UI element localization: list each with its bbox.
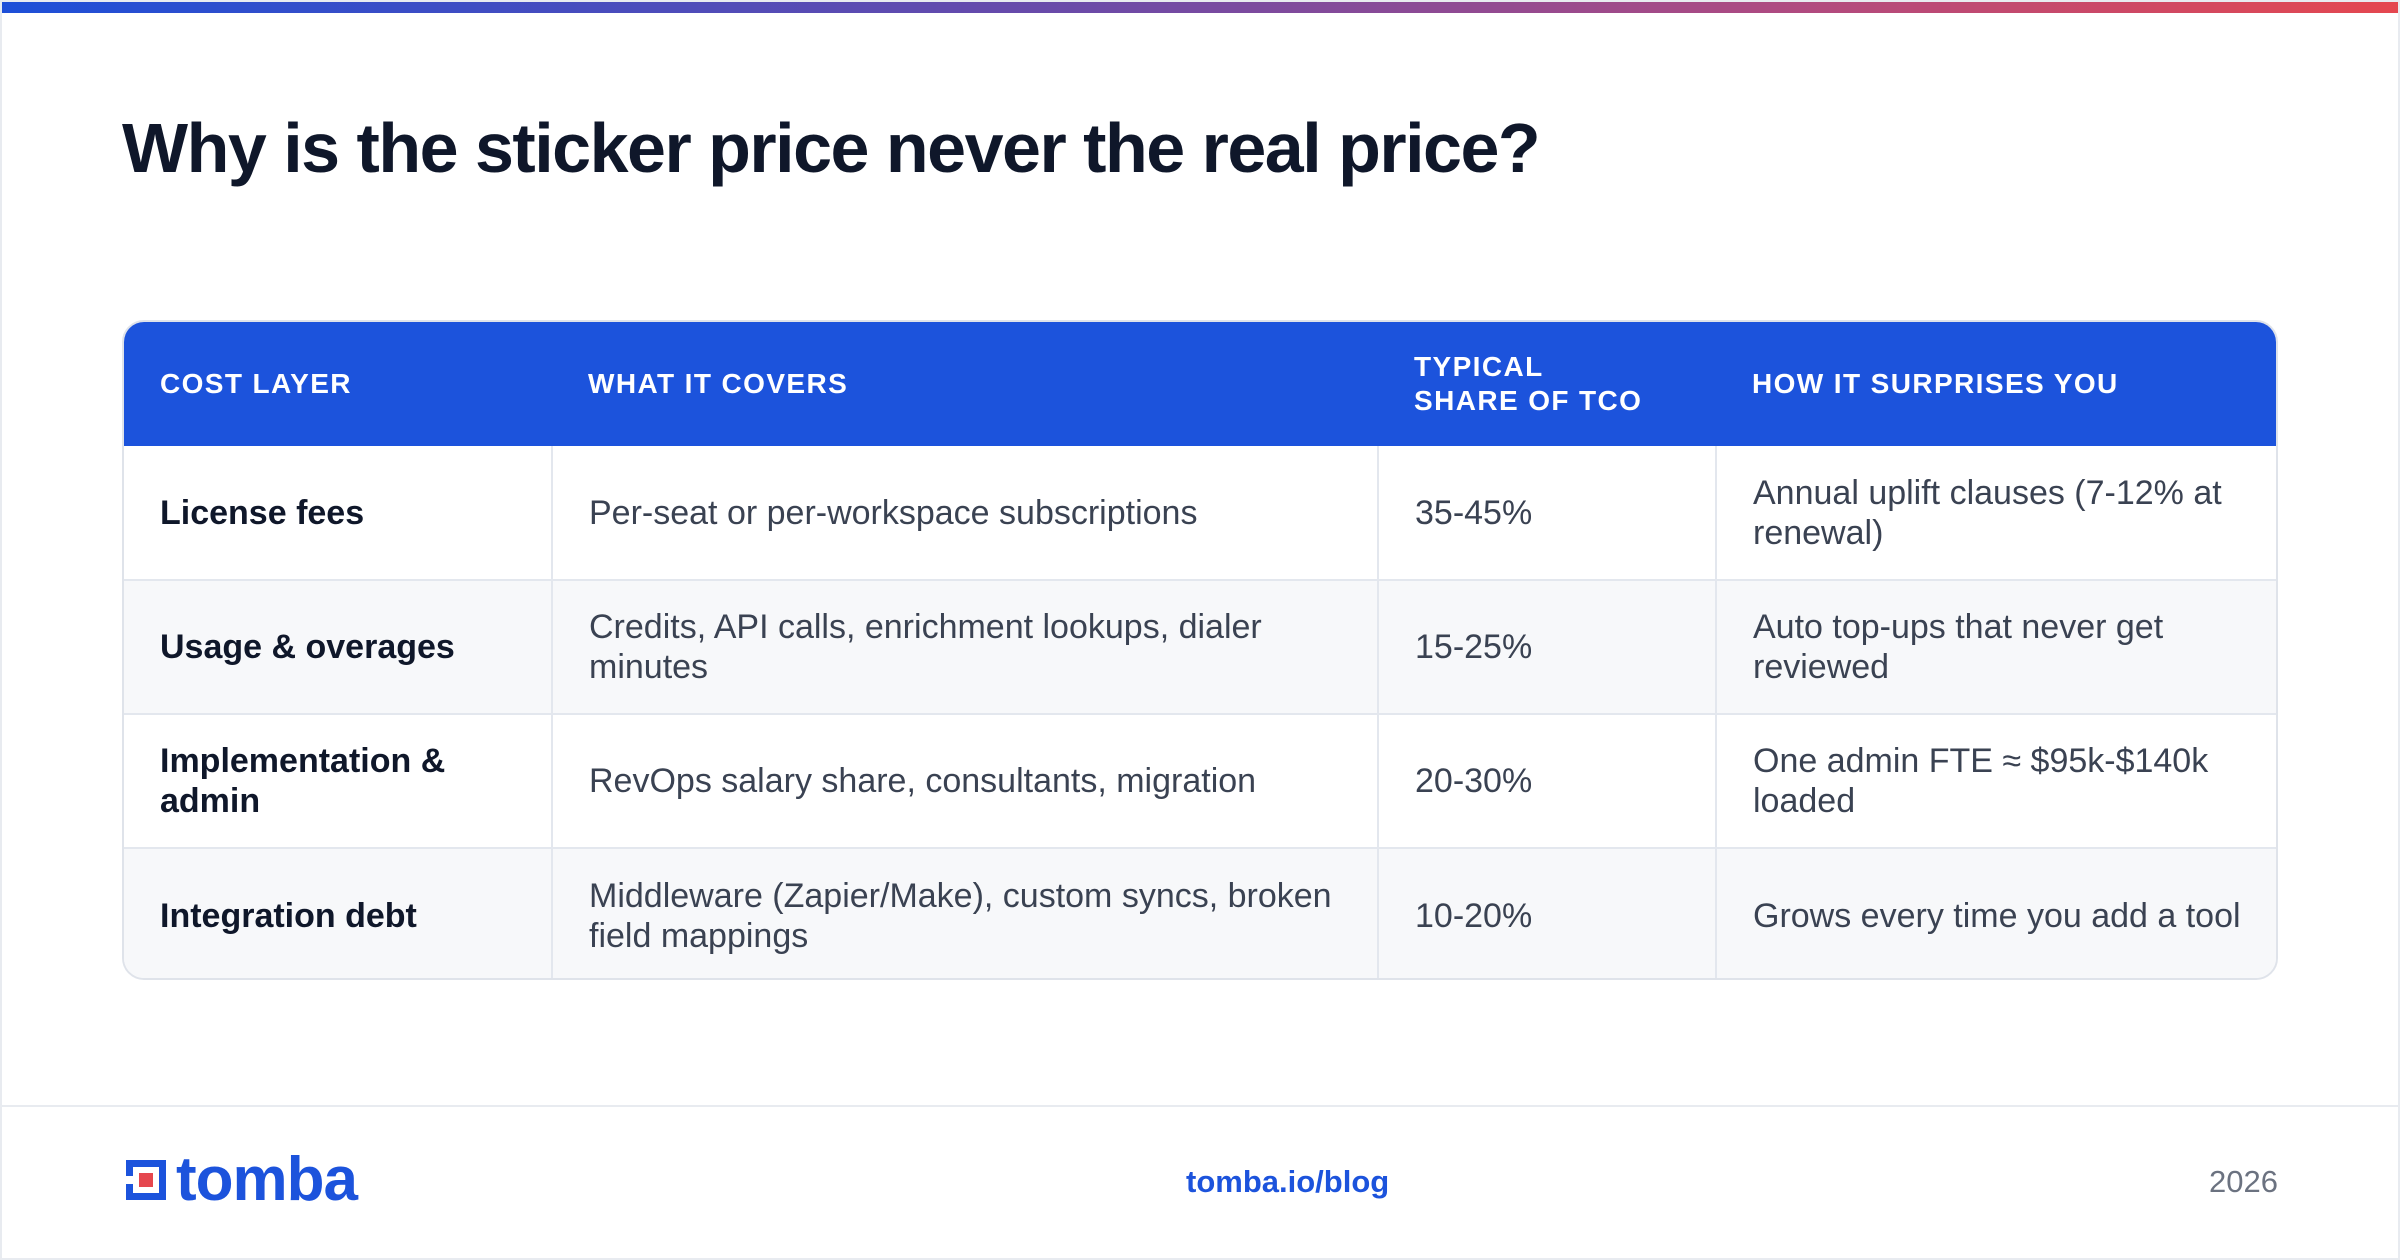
cell-typical-share: 35-45%	[1377, 446, 1716, 580]
cell-how-it-surprises: One admin FTE ≈ $95k-$140k loaded	[1715, 713, 2276, 848]
cell-cost-layer: Usage & overages	[124, 579, 552, 714]
top-gradient-bar	[0, 0, 2400, 13]
table-row: Usage & overages Credits, API calls, enr…	[124, 579, 2276, 714]
cell-what-it-covers: Middleware (Zapier/Make), custom syncs, …	[551, 847, 1378, 978]
cell-typical-share: 10-20%	[1377, 847, 1716, 978]
table-row: Implementation & admin RevOps salary sha…	[124, 713, 2276, 848]
cell-cost-layer: Implementation & admin	[124, 713, 552, 848]
cell-typical-share: 20-30%	[1377, 713, 1716, 848]
tomba-logo-icon	[122, 1160, 166, 1200]
cost-table-card: COST LAYER WHAT IT COVERS TYPICAL SHARE …	[122, 320, 2278, 980]
logo-wordmark: tomba	[176, 1145, 358, 1214]
table-row: License fees Per-seat or per-workspace s…	[124, 446, 2276, 580]
cell-what-it-covers: Credits, API calls, enrichment lookups, …	[551, 579, 1378, 714]
cell-how-it-surprises: Annual uplift clauses (7-12% at renewal)	[1715, 446, 2276, 580]
header-typical-share: TYPICAL SHARE OF TCO	[1414, 351, 1643, 416]
header-cost-layer: COST LAYER	[160, 368, 352, 399]
footer-divider	[0, 1105, 2400, 1107]
cell-how-it-surprises: Grows every time you add a tool	[1715, 847, 2276, 978]
brand-logo[interactable]: tomba	[122, 1145, 358, 1214]
page-title: Why is the sticker price never the real …	[122, 109, 1541, 187]
cell-typical-share: 15-25%	[1377, 579, 1716, 714]
cell-cost-layer: License fees	[160, 493, 365, 532]
header-how-it-surprises: HOW IT SURPRISES YOU	[1752, 368, 2119, 399]
cell-cost-layer: Integration debt	[124, 847, 552, 978]
blog-link[interactable]: tomba.io/blog	[1186, 1164, 1390, 1199]
header-what-it-covers: WHAT IT COVERS	[588, 368, 849, 399]
cost-table: COST LAYER WHAT IT COVERS TYPICAL SHARE …	[124, 322, 2276, 978]
cell-what-it-covers: RevOps salary share, consultants, migrat…	[551, 713, 1378, 848]
table-header-row: COST LAYER WHAT IT COVERS TYPICAL SHARE …	[124, 322, 2276, 446]
footer-year: 2026	[2209, 1164, 2278, 1199]
table-row: Integration debt Middleware (Zapier/Make…	[124, 847, 2276, 978]
cell-how-it-surprises: Auto top-ups that never get reviewed	[1715, 579, 2276, 714]
cell-what-it-covers: Per-seat or per-workspace subscriptions	[551, 446, 1378, 580]
